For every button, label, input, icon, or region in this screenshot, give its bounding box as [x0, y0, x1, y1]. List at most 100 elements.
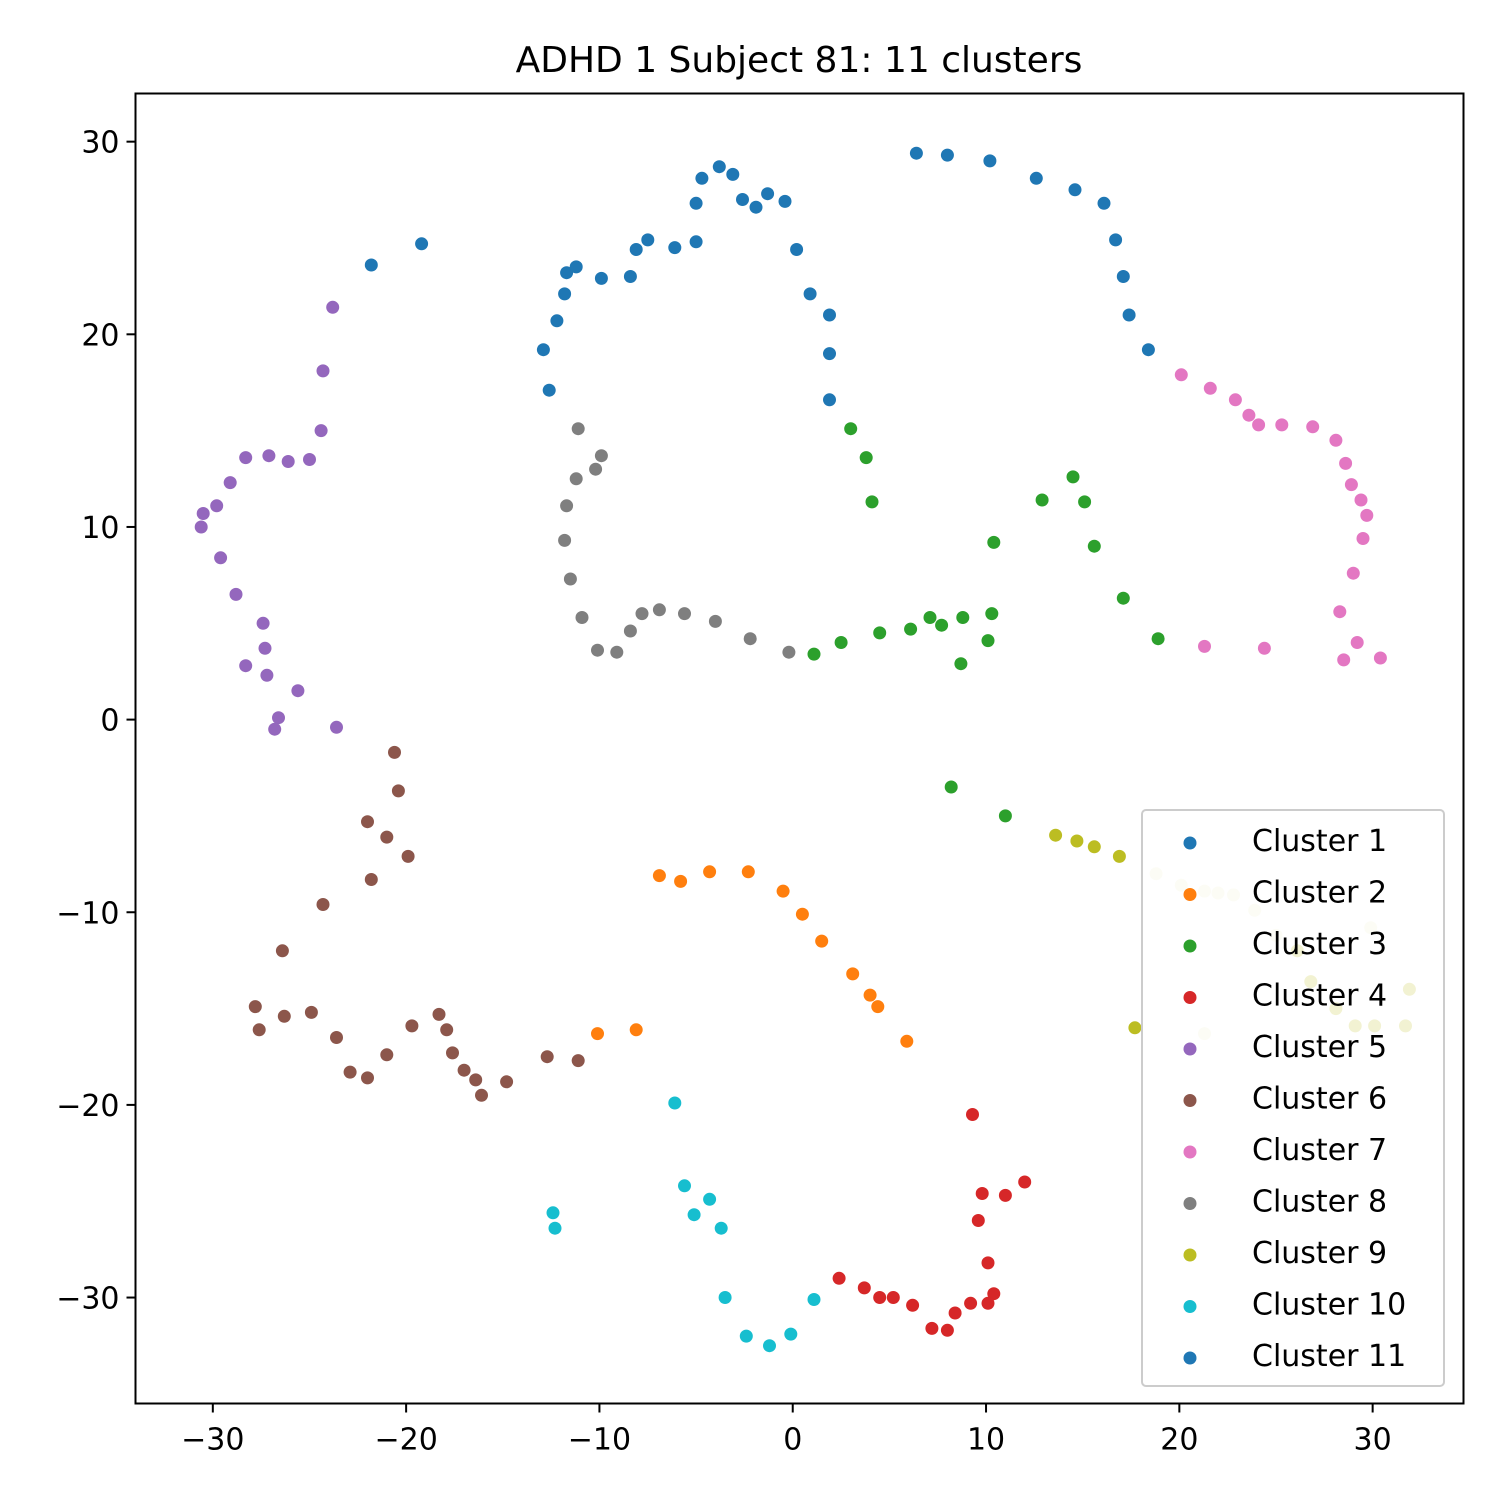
data-point-series-2: [863, 988, 877, 1002]
legend-label: Cluster 8: [1252, 1185, 1387, 1220]
data-point-series-7: [1356, 532, 1370, 545]
data-point-series-10: [739, 1329, 753, 1343]
y-tick-label: 0: [100, 704, 119, 739]
data-point-series-7: [1373, 651, 1387, 665]
data-point-series-8: [610, 645, 624, 659]
data-point-series-6: [380, 830, 394, 844]
data-point-series-7: [1257, 641, 1271, 655]
data-point-series-3: [873, 626, 887, 640]
x-tick-label: −10: [568, 1423, 631, 1458]
data-point-series-10: [668, 1096, 682, 1110]
chart-title: ADHD 1 Subject 81: 11 clusters: [516, 40, 1083, 81]
data-point-series-1: [983, 154, 997, 168]
data-point-series-4: [832, 1271, 846, 1285]
data-point-series-3: [998, 809, 1012, 823]
data-point-series-5: [194, 520, 208, 534]
data-point-series-5: [326, 300, 340, 314]
data-point-series-3: [987, 535, 1001, 549]
data-point-series-10: [703, 1192, 717, 1206]
legend-label: Cluster 3: [1252, 927, 1387, 962]
data-point-series-5: [281, 455, 295, 468]
legend: Cluster 1 Cluster 2 Cluster 3 Cluster 4 Clus…: [1141, 809, 1445, 1387]
data-point-series-6: [304, 1005, 318, 1019]
plot-points: [194, 146, 1416, 1353]
data-point-series-9: [1128, 1021, 1142, 1035]
data-point-series-1: [1097, 196, 1111, 210]
data-point-series-9: [1049, 828, 1063, 842]
data-point-series-1: [641, 233, 655, 247]
data-point-series-9: [1070, 834, 1084, 848]
data-point-series-1: [689, 235, 703, 249]
data-point-series-10: [718, 1291, 732, 1304]
legend-marker: [1183, 1351, 1197, 1365]
data-point-series-6: [540, 1050, 554, 1064]
data-point-series-4: [998, 1188, 1012, 1202]
data-point-series-2: [776, 884, 790, 898]
legend-label: Cluster 6: [1252, 1082, 1387, 1117]
data-point-series-1: [726, 167, 740, 181]
data-point-series-6: [432, 1007, 446, 1021]
x-tick-label: 20: [1160, 1423, 1198, 1458]
legend-marker: [1183, 1248, 1197, 1262]
data-point-series-1: [823, 308, 836, 322]
data-point-series-8: [558, 533, 572, 547]
data-point-series-1: [558, 287, 572, 301]
data-point-series-6: [330, 1031, 343, 1044]
data-point-series-3: [981, 634, 995, 648]
legend-label: Cluster 7: [1252, 1133, 1387, 1168]
y-tick-label: 30: [81, 126, 119, 161]
data-point-series-6: [391, 784, 405, 798]
data-point-series-6: [343, 1065, 357, 1079]
legend-marker: [1183, 1094, 1197, 1107]
data-point-series-5: [210, 499, 224, 513]
y-tick-label: −30: [56, 1282, 119, 1317]
legend-marker: [1183, 1197, 1197, 1210]
data-point-series-1: [1109, 233, 1123, 247]
data-point-series-8: [591, 643, 604, 657]
y-tick-label: 20: [81, 318, 119, 353]
data-point-series-3: [834, 636, 848, 649]
data-point-series-6: [361, 1071, 374, 1085]
legend-label: Cluster 2: [1252, 876, 1387, 911]
data-point-series-1: [569, 260, 583, 274]
legend-box: [1141, 809, 1445, 1387]
data-point-series-1: [695, 171, 709, 185]
data-point-series-1: [668, 241, 682, 255]
data-point-series-6: [469, 1073, 483, 1087]
data-point-series-2: [591, 1027, 604, 1041]
data-point-series-2: [795, 907, 809, 921]
data-point-series-8: [678, 607, 691, 621]
data-point-series-10: [784, 1327, 798, 1341]
data-point-series-3: [944, 780, 958, 794]
data-point-series-8: [623, 624, 637, 638]
legend-marker: [1183, 836, 1197, 850]
data-point-series-5: [214, 551, 228, 565]
data-point-series-10: [678, 1179, 691, 1193]
legend-marker: [1183, 1145, 1197, 1159]
data-point-series-5: [316, 364, 330, 378]
data-point-series-8: [560, 499, 574, 513]
data-point-series-3: [923, 611, 937, 624]
data-point-series-7: [1344, 478, 1358, 492]
data-point-series-10: [546, 1206, 560, 1220]
data-point-series-5: [314, 424, 328, 438]
y-tick-label: −20: [56, 1089, 119, 1124]
data-point-series-1: [778, 194, 792, 208]
data-point-series-3: [1078, 495, 1092, 509]
legend-label: Cluster 11: [1252, 1339, 1406, 1374]
data-point-series-1: [623, 270, 637, 283]
data-point-series-4: [886, 1291, 900, 1304]
x-tick-label: 30: [1354, 1423, 1392, 1458]
legend-marker: [1183, 1042, 1197, 1056]
data-point-series-1: [629, 243, 643, 256]
data-point-series-6: [316, 898, 330, 911]
data-point-series-1: [823, 347, 836, 361]
data-point-series-3: [935, 618, 949, 632]
data-point-series-3: [807, 647, 821, 661]
legend-label: Cluster 9: [1252, 1236, 1387, 1271]
data-point-series-5: [330, 720, 343, 734]
data-point-series-6: [457, 1063, 471, 1077]
data-point-series-4: [975, 1187, 989, 1200]
data-point-series-5: [196, 507, 210, 520]
